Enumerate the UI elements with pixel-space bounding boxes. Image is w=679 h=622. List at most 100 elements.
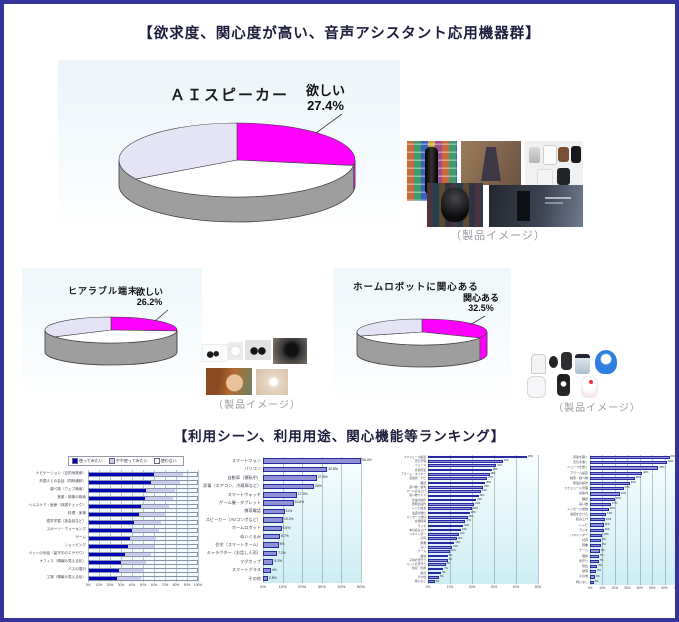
- pie-path: [118, 122, 238, 180]
- x-tick: 20%: [298, 583, 307, 589]
- speaker-icon: [558, 147, 569, 162]
- bar-track: 9%: [428, 554, 538, 558]
- gridline: [121, 470, 122, 582]
- bar-segment: [89, 544, 128, 548]
- bar: [590, 528, 604, 532]
- bar-track: [88, 478, 198, 486]
- bar: [590, 456, 670, 460]
- bar-track: 36%: [590, 476, 675, 481]
- row-label: スマートフォン: [231, 458, 261, 464]
- bar-value: 9%: [602, 543, 606, 547]
- bar-value: 34%: [503, 459, 509, 463]
- x-tick: 40%: [636, 585, 643, 590]
- chart-row: ぬいぐるみ 8.7%: [203, 533, 361, 541]
- row-label: マグカップ: [240, 558, 261, 564]
- bar-value: 7.2%: [278, 550, 286, 555]
- bar-segment: [121, 560, 147, 564]
- chart-row: スポーツ・ウォーキング: [12, 526, 198, 534]
- gridline: [450, 455, 451, 584]
- chart-row: アラーム設定 42%: [545, 471, 675, 476]
- bar-value: 2.5%: [268, 575, 277, 580]
- bar-value: 7%: [599, 553, 604, 557]
- chart-row: スマートフォン 50.4%: [203, 457, 372, 465]
- bar-track: 21%: [428, 502, 538, 506]
- bar: [428, 546, 453, 549]
- bar: [590, 523, 604, 527]
- chart-row: 辞書 12%: [388, 541, 538, 545]
- bar: [428, 460, 503, 463]
- bar-track: 27%: [590, 486, 675, 491]
- annotation-label: 関心ある: [463, 293, 500, 303]
- x-tick: 30%: [624, 585, 631, 590]
- bar-track: 4%: [590, 574, 675, 579]
- bar-value: 55%: [659, 465, 665, 469]
- gridline: [110, 470, 111, 582]
- bar: [590, 554, 599, 558]
- bar: [590, 549, 600, 553]
- bar-value: 3%: [435, 579, 440, 583]
- x-tick: 30%: [317, 583, 326, 589]
- bar: [428, 541, 455, 545]
- x-tick: 100%: [193, 583, 203, 587]
- bar-value: 22%: [477, 497, 483, 501]
- bar-track: 16%: [428, 524, 538, 528]
- chart-row: キャラクター（お話し人形） 7.2%: [203, 549, 361, 557]
- chart-row: 特になし 3%: [388, 580, 538, 584]
- home-robot-chart-region: ホームロボットに関心ある 関心ある 32.5%: [333, 268, 511, 396]
- row-label: 買い物リスト: [409, 493, 426, 498]
- bar-track: 17.3%: [263, 491, 361, 499]
- bar-value: 31%: [497, 463, 502, 467]
- bar-value: 11%: [604, 522, 610, 526]
- bar-value: 5%: [440, 575, 444, 579]
- bar-value: 32%: [630, 481, 636, 485]
- x-tick: 0%: [425, 584, 431, 589]
- legend-item: やや使ってみたい: [108, 458, 148, 464]
- bar: [428, 563, 446, 566]
- bar: [428, 490, 481, 493]
- bar-segment: [89, 504, 141, 508]
- row-label: 外国人との会話（同時通訳）: [39, 479, 86, 484]
- bar: [263, 542, 279, 548]
- bar-track: 2.5%: [263, 574, 361, 582]
- row-label: スマートグラス: [231, 567, 261, 573]
- gridline: [494, 455, 495, 584]
- row-label: 雑談: [581, 553, 588, 558]
- chart-row: アラーム・タイマー 28%: [388, 472, 538, 476]
- bar-value: 32.8%: [328, 466, 338, 471]
- gridline: [187, 470, 188, 582]
- row-label: 特になし: [575, 579, 588, 584]
- callout-line: [315, 113, 343, 134]
- bar: [428, 498, 477, 502]
- chart-row: ニュースを聞く 55%: [545, 465, 675, 470]
- bar: [590, 481, 630, 486]
- row-label: キャラクター（お話し人形）: [206, 550, 261, 556]
- bar: [590, 492, 620, 496]
- bar-value: 7%: [599, 559, 604, 563]
- bar-value: 62%: [668, 460, 674, 464]
- product-photo-woman-earbud: [206, 368, 252, 395]
- bar-track: [88, 510, 198, 518]
- chart-row: 天気予報 34%: [388, 459, 538, 463]
- bar-value: 23%: [479, 493, 485, 497]
- bar-track: 7.2%: [263, 549, 361, 557]
- chart-row: 照明の操作 21%: [388, 502, 538, 506]
- bar-track: 7%: [590, 559, 675, 564]
- stacked-bar: [88, 487, 198, 493]
- bar: [263, 508, 285, 515]
- gridline: [428, 455, 429, 584]
- pie-path: [44, 316, 112, 338]
- bar-value: 26%: [486, 480, 491, 484]
- section1-title: 【欲求度、関心度が高い、音声アシスタント応用機器群】: [138, 26, 541, 42]
- chart-row: 録音 6%: [388, 571, 538, 575]
- chart-row: 道案内・ナビ 27%: [388, 476, 538, 480]
- annotation-label: 欲しい: [306, 83, 346, 98]
- row-label: 道案内・ナビ: [409, 476, 426, 481]
- chart-row: 本の読み上げ 15%: [388, 528, 538, 532]
- bar-track: 8%: [590, 548, 675, 553]
- ai-speaker-pie-chart: [118, 113, 356, 223]
- speaker-product-images: [405, 133, 585, 228]
- row-label: 電話をかける: [569, 512, 588, 517]
- chart-row: バスの運行: [12, 566, 198, 574]
- row-label: 音楽再生: [414, 467, 426, 472]
